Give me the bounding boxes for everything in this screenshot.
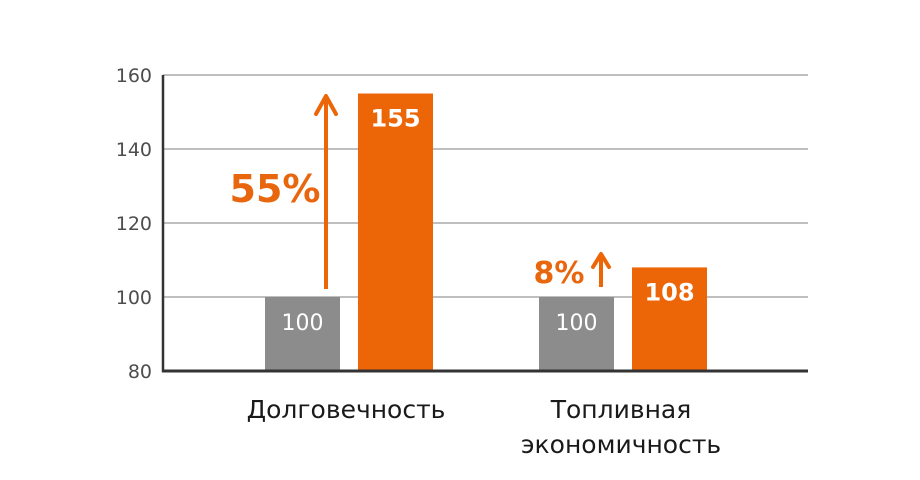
y-tick-label: 100 (116, 287, 152, 309)
change-annotations: 55% 8% (230, 94, 611, 291)
category-labels: Долговечность Топливная экономичность (247, 395, 722, 459)
percent-change-label: 8% (534, 256, 585, 291)
improved-value-label: 108 (644, 278, 694, 306)
baseline-value-label: 100 (556, 311, 598, 336)
y-tick-label: 120 (116, 213, 152, 235)
improved-value-label: 155 (370, 105, 420, 133)
up-arrow-icon (591, 252, 611, 269)
category-label: Долговечность (247, 395, 446, 424)
baseline-bar (265, 297, 340, 371)
baseline-bar (539, 297, 614, 371)
baseline-value-label: 100 (282, 311, 324, 336)
y-tick-labels: 80 100 120 140 160 (116, 65, 152, 383)
y-tick-label: 160 (116, 65, 152, 87)
category-label: Топливная (550, 395, 692, 424)
percent-change-label: 55% (230, 167, 321, 211)
y-tick-label: 140 (116, 139, 152, 161)
axes (161, 75, 808, 373)
improved-bar (632, 267, 707, 371)
y-tick-label: 80 (128, 361, 152, 383)
bars: 100 155 100 108 (265, 93, 707, 371)
up-arrow-icon (314, 94, 338, 116)
category-label: экономичность (521, 430, 721, 459)
improved-bar (358, 93, 433, 371)
